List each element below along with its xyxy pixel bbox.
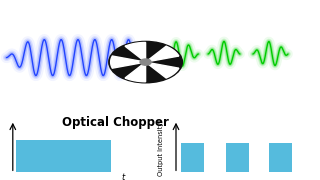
Circle shape	[109, 41, 182, 83]
Polygon shape	[146, 62, 179, 78]
Polygon shape	[125, 42, 146, 62]
Bar	[16, 140, 111, 172]
Circle shape	[140, 59, 151, 65]
Bar	[226, 143, 249, 172]
Polygon shape	[125, 62, 146, 82]
Polygon shape	[111, 56, 146, 68]
Polygon shape	[146, 46, 179, 62]
Text: t: t	[122, 174, 125, 180]
Bar	[181, 143, 204, 172]
Text: Optical Chopper: Optical Chopper	[62, 116, 169, 129]
Bar	[269, 143, 292, 172]
Text: Output Intensity: Output Intensity	[158, 122, 164, 176]
Text: Input Intensity: Input Intensity	[0, 124, 1, 173]
